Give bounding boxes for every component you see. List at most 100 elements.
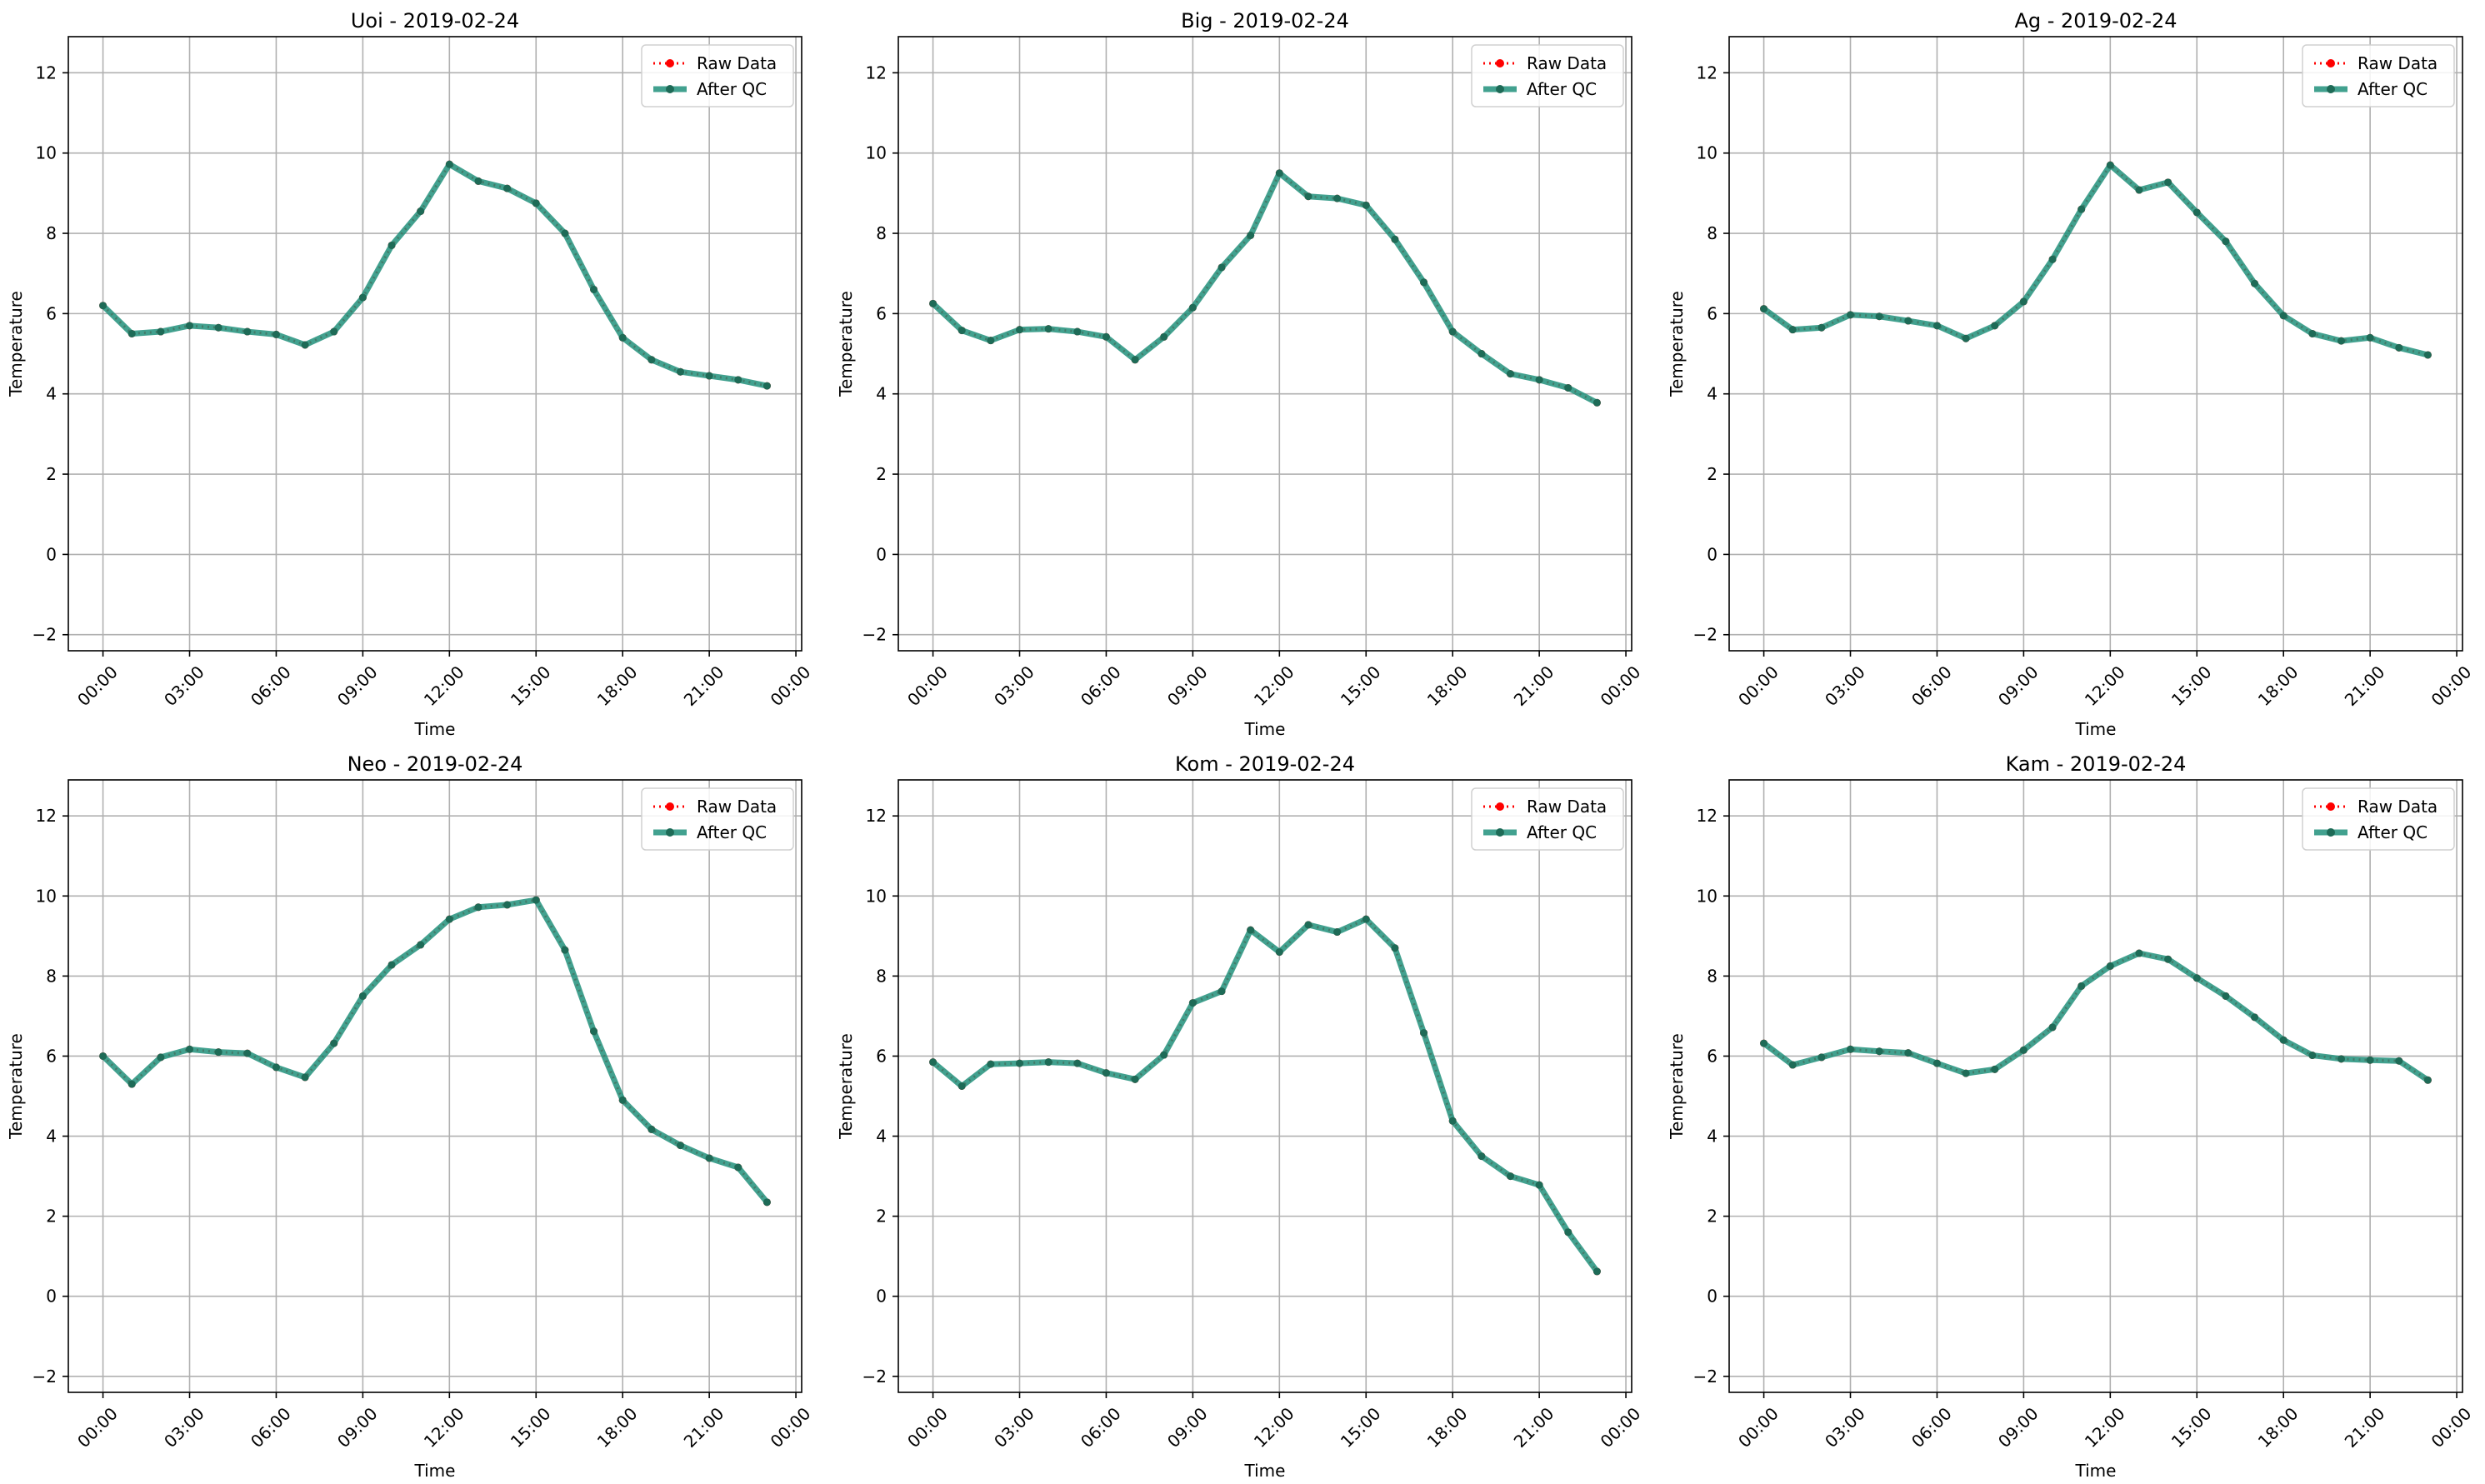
- after-qc-point: [128, 1080, 136, 1088]
- y-tick-label: 4: [876, 384, 887, 404]
- legend-qc-label: After QC: [1527, 822, 1597, 842]
- after-qc-point: [417, 941, 425, 949]
- after-qc-point: [1818, 1053, 1826, 1062]
- y-tick-label: −2: [1693, 625, 1718, 645]
- after-qc-point: [705, 1154, 713, 1162]
- after-qc-point: [330, 327, 338, 336]
- x-tick-label: 06:00: [1077, 662, 1125, 710]
- after-qc-point: [648, 1125, 656, 1133]
- after-qc-point: [532, 199, 540, 207]
- after-qc-point: [1991, 1065, 1999, 1073]
- after-qc-point: [2279, 1036, 2288, 1044]
- x-tick-label: 15:00: [1337, 662, 1385, 710]
- y-tick-label: −2: [32, 625, 57, 645]
- after-qc-point: [1188, 303, 1197, 312]
- after-qc-point: [417, 207, 425, 216]
- after-qc-point: [2308, 1052, 2317, 1060]
- after-qc-point: [618, 333, 627, 342]
- after-qc-line: [931, 170, 1599, 406]
- plot-frame: [898, 779, 1632, 1393]
- y-tick-label: 8: [46, 966, 57, 986]
- legend-qc-marker: [1496, 85, 1504, 93]
- y-tick-label: 2: [876, 1207, 887, 1227]
- after-qc-point: [1535, 1181, 1543, 1189]
- legend-raw-label: Raw Data: [697, 53, 777, 73]
- after-qc-point: [1247, 231, 1255, 239]
- legend-raw-marker: [1496, 802, 1504, 811]
- after-qc-point: [1991, 322, 1999, 330]
- after-qc-point: [705, 372, 713, 380]
- after-qc-point: [1760, 305, 1768, 313]
- after-qc-point: [1592, 1267, 1601, 1276]
- legend-qc-label: After QC: [697, 79, 767, 99]
- after-qc-point: [2395, 343, 2403, 352]
- after-qc-point: [272, 330, 280, 338]
- y-tick-label: 10: [36, 886, 57, 906]
- after-qc-point: [2395, 1057, 2403, 1065]
- legend-raw-marker: [2327, 802, 2335, 811]
- x-tick-label: 21:00: [680, 1403, 728, 1452]
- after-qc-point: [1247, 926, 1255, 934]
- after-qc-point: [301, 341, 309, 349]
- x-tick-label: 03:00: [160, 662, 208, 710]
- after-qc-point: [1218, 987, 1226, 996]
- chart-title: Kom - 2019-02-24: [1175, 752, 1355, 776]
- y-tick-label: 6: [46, 303, 57, 323]
- after-qc-point: [1818, 323, 1826, 332]
- legend-qc-label: After QC: [2358, 79, 2428, 99]
- after-qc-point: [2337, 337, 2345, 345]
- after-qc-point: [1362, 201, 1370, 209]
- x-tick-label: 09:00: [333, 1403, 382, 1452]
- y-tick-label: −2: [1693, 1367, 1718, 1387]
- y-tick-label: 12: [866, 806, 887, 826]
- x-axis-label: Time: [1244, 1461, 1286, 1481]
- y-axis-label: Temperature: [836, 1033, 856, 1140]
- after-qc-point: [1160, 1051, 1168, 1059]
- raw-data-line: [932, 917, 1598, 1272]
- after-qc-point: [2019, 297, 2028, 306]
- after-qc-point: [2251, 279, 2259, 287]
- after-qc-point: [1847, 311, 1855, 319]
- after-qc-point: [1760, 1039, 1768, 1047]
- after-qc-line: [931, 916, 1600, 1273]
- after-qc-point: [99, 1052, 108, 1060]
- after-qc-point: [929, 299, 938, 307]
- y-axis-label: Temperature: [6, 1033, 26, 1140]
- y-tick-label: 10: [1697, 143, 1718, 163]
- plot-frame: [68, 779, 802, 1393]
- after-qc-point: [1875, 1047, 1883, 1056]
- x-tick-label: 06:00: [1908, 1403, 1956, 1452]
- after-qc-point: [2048, 255, 2057, 263]
- chart-title: Neo - 2019-02-24: [348, 752, 523, 776]
- after-qc-point: [676, 1142, 684, 1150]
- after-qc-point: [186, 322, 194, 330]
- after-qc-point: [987, 1060, 995, 1068]
- after-qc-point: [1420, 1029, 1428, 1037]
- x-tick-label: 21:00: [1510, 662, 1558, 710]
- y-axis-label: Temperature: [6, 291, 26, 397]
- after-qc-point: [1448, 327, 1457, 336]
- x-tick-label: 03:00: [1821, 662, 1869, 710]
- y-tick-label: 12: [36, 806, 57, 826]
- plot-frame: [1728, 779, 2463, 1393]
- legend-raw-marker: [2327, 59, 2335, 67]
- x-tick-label: 15:00: [2168, 1403, 2216, 1452]
- after-qc-point: [214, 323, 222, 332]
- after-qc-point: [1904, 317, 1912, 325]
- after-qc-point: [358, 992, 367, 1000]
- after-qc-point: [2222, 237, 2230, 246]
- x-tick-label: 06:00: [247, 1403, 295, 1452]
- after-qc-point: [474, 903, 482, 912]
- legend-raw-marker: [666, 802, 674, 811]
- y-tick-label: 0: [46, 1287, 57, 1307]
- x-tick-label: 00:00: [1597, 662, 1645, 710]
- x-tick-label: 21:00: [2341, 1403, 2389, 1452]
- after-qc-point: [214, 1048, 222, 1057]
- after-qc-point: [272, 1063, 280, 1072]
- after-qc-point: [445, 160, 453, 168]
- x-tick-label: 12:00: [1250, 662, 1298, 710]
- x-tick-label: 21:00: [2341, 662, 2389, 710]
- legend-qc-marker: [666, 85, 674, 93]
- after-qc-point: [2337, 1055, 2345, 1063]
- after-qc-point: [243, 327, 252, 336]
